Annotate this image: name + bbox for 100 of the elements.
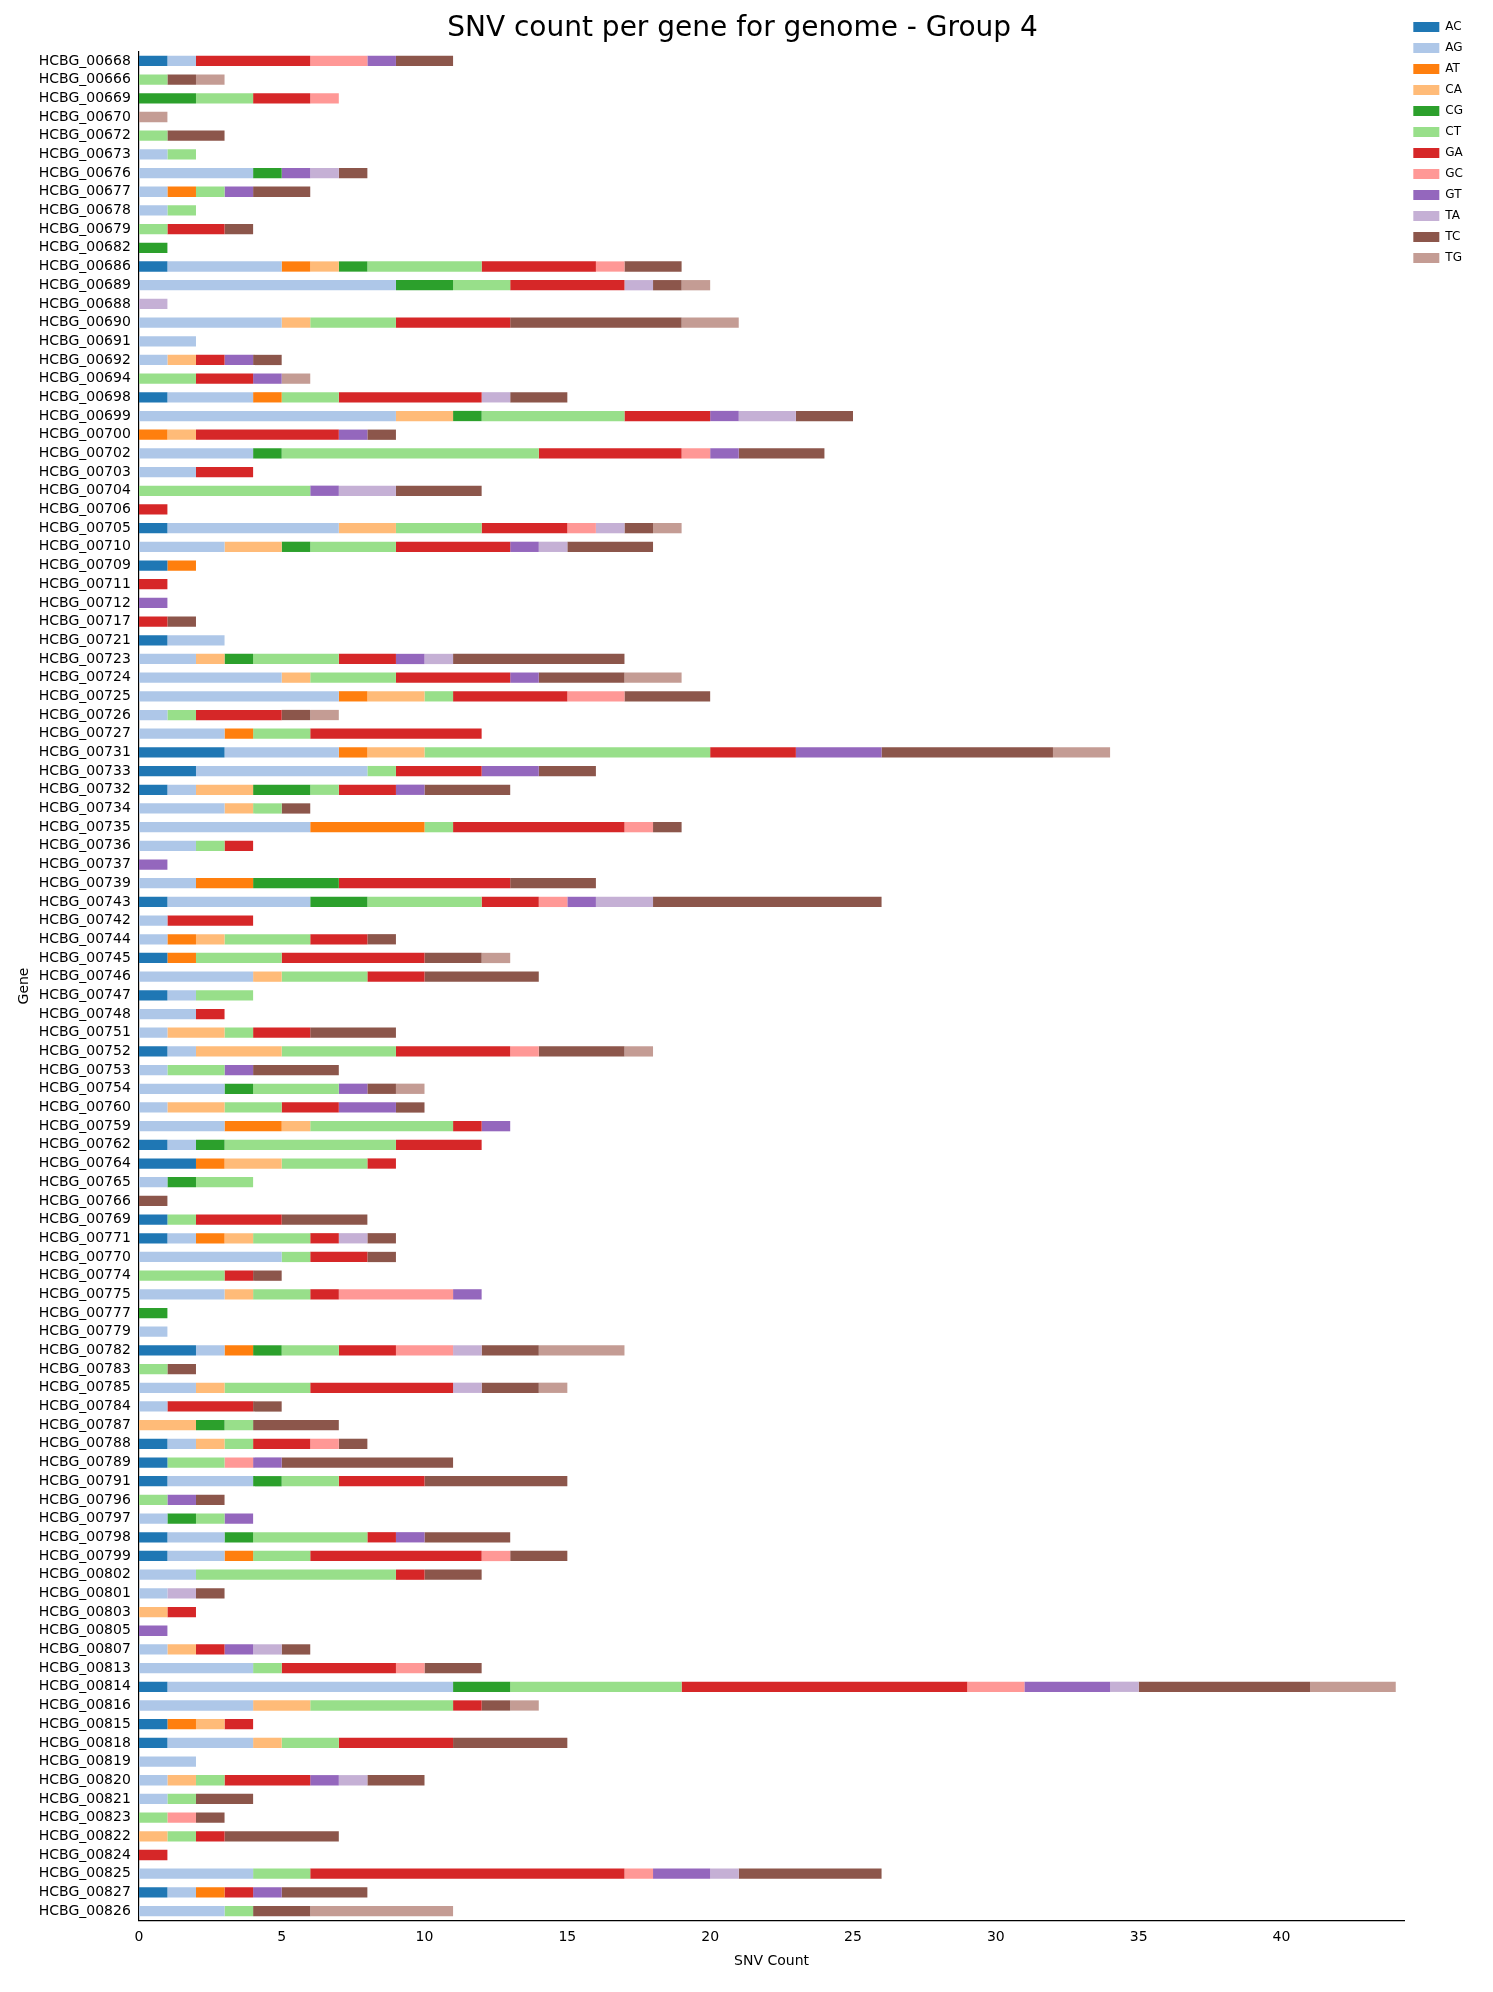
bar bbox=[1024, 1681, 1111, 1692]
y-tick-label: HCBG_00785 bbox=[38, 1378, 131, 1395]
bar bbox=[481, 1345, 539, 1356]
bar bbox=[167, 1102, 225, 1113]
bar bbox=[224, 653, 254, 665]
bar bbox=[195, 878, 254, 889]
legend-label: AT bbox=[1445, 61, 1461, 76]
y-tick-label: HCBG_00711 bbox=[38, 574, 131, 591]
bar bbox=[453, 691, 568, 702]
bar bbox=[510, 672, 539, 683]
y-tick-label: HCBG_00705 bbox=[38, 518, 131, 535]
bar bbox=[138, 822, 311, 833]
y-tick-label: HCBG_00689 bbox=[38, 275, 131, 292]
bar bbox=[195, 466, 254, 478]
bar bbox=[195, 373, 254, 384]
bar bbox=[195, 1831, 225, 1842]
bar bbox=[624, 691, 711, 702]
bar bbox=[224, 1644, 254, 1655]
bar bbox=[338, 1345, 396, 1356]
bar bbox=[224, 1233, 254, 1244]
x-tick-label: 35 bbox=[1129, 1928, 1148, 1945]
bar bbox=[224, 1064, 254, 1076]
y-tick-label: HCBG_00770 bbox=[38, 1247, 131, 1264]
bar bbox=[138, 971, 254, 982]
bar bbox=[138, 1606, 168, 1618]
bar bbox=[195, 93, 254, 104]
bar bbox=[138, 1177, 168, 1188]
bar bbox=[138, 1831, 168, 1842]
bar bbox=[138, 840, 196, 851]
bar bbox=[138, 635, 168, 646]
x-axis-title: SNV Count bbox=[734, 1952, 810, 1969]
bar bbox=[138, 186, 168, 197]
bar bbox=[138, 485, 311, 496]
bar bbox=[224, 1887, 254, 1898]
bar bbox=[281, 1121, 311, 1132]
bar bbox=[624, 261, 682, 272]
bar bbox=[138, 130, 168, 141]
bar bbox=[224, 803, 254, 814]
bar bbox=[138, 392, 168, 403]
bar bbox=[167, 1887, 196, 1898]
bar bbox=[224, 728, 254, 739]
bar bbox=[138, 784, 168, 795]
bar bbox=[338, 1775, 368, 1786]
bar bbox=[138, 93, 196, 104]
y-tick-label: HCBG_00796 bbox=[38, 1490, 131, 1507]
bar bbox=[338, 392, 482, 403]
bar bbox=[310, 1382, 454, 1393]
bar bbox=[538, 1382, 568, 1393]
bar bbox=[338, 523, 396, 534]
y-tick-label: HCBG_00753 bbox=[38, 1060, 131, 1077]
bar bbox=[424, 1532, 511, 1543]
y-tick-label: HCBG_00766 bbox=[38, 1191, 131, 1208]
bar bbox=[224, 934, 311, 945]
bar bbox=[367, 691, 425, 702]
bar bbox=[310, 1905, 454, 1917]
bar bbox=[195, 934, 225, 945]
y-tick-label: HCBG_00739 bbox=[38, 873, 131, 890]
bar bbox=[338, 878, 511, 889]
bar bbox=[138, 1550, 168, 1562]
bar bbox=[338, 167, 368, 179]
bar bbox=[595, 896, 654, 908]
y-tick-label: HCBG_00802 bbox=[38, 1565, 131, 1582]
bar bbox=[424, 653, 454, 665]
bar bbox=[138, 616, 168, 627]
bar bbox=[481, 1121, 511, 1132]
y-tick-label: HCBG_00678 bbox=[38, 201, 131, 218]
y-tick-label: HCBG_00777 bbox=[38, 1303, 131, 1320]
y-tick-label: HCBG_00717 bbox=[38, 612, 131, 629]
bar bbox=[138, 466, 196, 478]
bar bbox=[424, 691, 454, 702]
bar bbox=[195, 74, 225, 85]
bar bbox=[138, 1681, 168, 1692]
bar bbox=[595, 261, 625, 272]
bar bbox=[453, 410, 482, 422]
bar bbox=[224, 1382, 311, 1393]
bar bbox=[624, 672, 682, 683]
y-tick-label: HCBG_00702 bbox=[38, 444, 131, 461]
y-tick-label: HCBG_00826 bbox=[38, 1901, 131, 1918]
bar bbox=[138, 429, 168, 440]
bar bbox=[338, 429, 368, 440]
y-tick-label: HCBG_00694 bbox=[38, 369, 131, 386]
bar bbox=[138, 1476, 168, 1487]
bar bbox=[624, 523, 654, 534]
bar bbox=[138, 1270, 225, 1281]
bar bbox=[395, 317, 511, 328]
bar bbox=[138, 803, 225, 814]
bar bbox=[167, 261, 282, 272]
bar bbox=[281, 971, 368, 982]
bar bbox=[224, 1513, 254, 1524]
y-tick-label: HCBG_00679 bbox=[38, 219, 131, 236]
y-tick-label: HCBG_00827 bbox=[38, 1883, 131, 1900]
bar bbox=[138, 1139, 168, 1150]
bar bbox=[138, 224, 168, 235]
x-tick-label: 5 bbox=[277, 1928, 287, 1945]
bar bbox=[167, 1644, 196, 1655]
bar bbox=[881, 747, 1053, 758]
bar bbox=[338, 1289, 454, 1300]
bar bbox=[138, 1700, 254, 1711]
bar bbox=[395, 541, 511, 552]
bar bbox=[195, 1644, 225, 1655]
